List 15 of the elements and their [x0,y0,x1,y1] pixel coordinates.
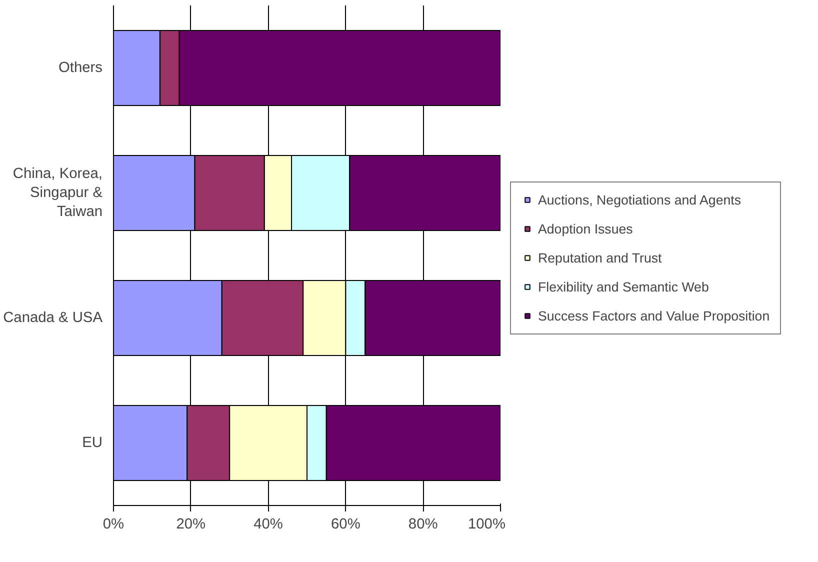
x-tick-label: 20% [176,516,206,532]
x-tick-label: 80% [408,516,438,532]
x-tick-label: 0% [102,516,124,532]
legend-label: Success Factors and Value Proposition [538,308,770,323]
y-tick-label: EU [82,435,103,451]
x-tick-label: 40% [254,516,283,532]
y-tick-label: Others [58,60,102,76]
legend-label: Auctions, Negotiations and Agents [538,192,742,207]
x-tick-label: 60% [331,516,360,532]
legend-label: Reputation and Trust [538,250,662,265]
legend-label: Flexibility and Semantic Web [538,279,709,294]
x-tick-label: 100% [468,516,506,532]
legend-label: Adoption Issues [538,221,633,236]
y-tick-label: China, Korea, Singapur & Taiwan [12,166,103,220]
y-tick-label: Canada & USA [3,310,103,326]
